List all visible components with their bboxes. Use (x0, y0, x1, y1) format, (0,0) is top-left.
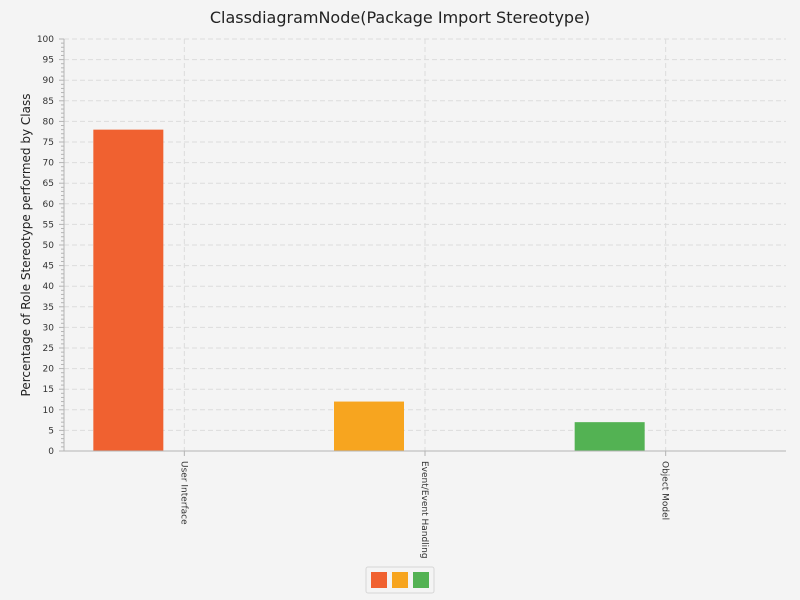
y-tick-label: 45 (43, 262, 54, 272)
y-tick-label: 30 (43, 323, 55, 333)
labels-layer: 0 5 10 15 20 25 30 35 40 45 50 55 60 65 70 75 80 85 90 95 10… (37, 35, 670, 559)
legend-swatch (371, 572, 387, 588)
y-tick-label: 95 (43, 56, 54, 66)
bar (574, 422, 645, 451)
y-tick-label: 85 (43, 97, 54, 107)
y-tick-label: 90 (43, 76, 55, 86)
y-tick-label: 20 (43, 365, 55, 375)
legend-swatch (392, 572, 408, 588)
y-tick-label: 70 (43, 159, 55, 169)
y-tick-label: 0 (48, 447, 54, 457)
x-category-label: Object Model (660, 461, 670, 520)
y-tick-label: 10 (43, 406, 55, 416)
y-tick-label: 55 (43, 220, 54, 230)
bars-layer (93, 129, 645, 451)
grid-layer (64, 38, 786, 451)
y-tick-label: 5 (48, 426, 54, 436)
y-axis-label: Percentage of Role Stereotype performed … (19, 94, 33, 397)
y-tick-label: 35 (43, 303, 54, 313)
y-tick-label: 40 (43, 282, 55, 292)
bar (334, 401, 404, 451)
y-tick-label: 60 (43, 200, 55, 210)
y-tick-label: 25 (43, 344, 54, 354)
legend-swatch (413, 572, 429, 588)
x-category-label: User Interface (178, 461, 188, 525)
axis-layer (59, 38, 786, 456)
y-tick-label: 100 (37, 35, 54, 45)
y-tick-label: 50 (43, 241, 55, 251)
bar (93, 129, 164, 451)
chart-title: ClassdiagramNode(Package Import Stereoty… (210, 8, 590, 27)
y-tick-label: 80 (43, 117, 55, 127)
legend (371, 572, 429, 588)
y-tick-label: 15 (43, 385, 54, 395)
x-category-label: Event/Event Handling (419, 461, 429, 559)
y-tick-label: 75 (43, 138, 54, 148)
y-tick-label: 65 (43, 179, 54, 189)
